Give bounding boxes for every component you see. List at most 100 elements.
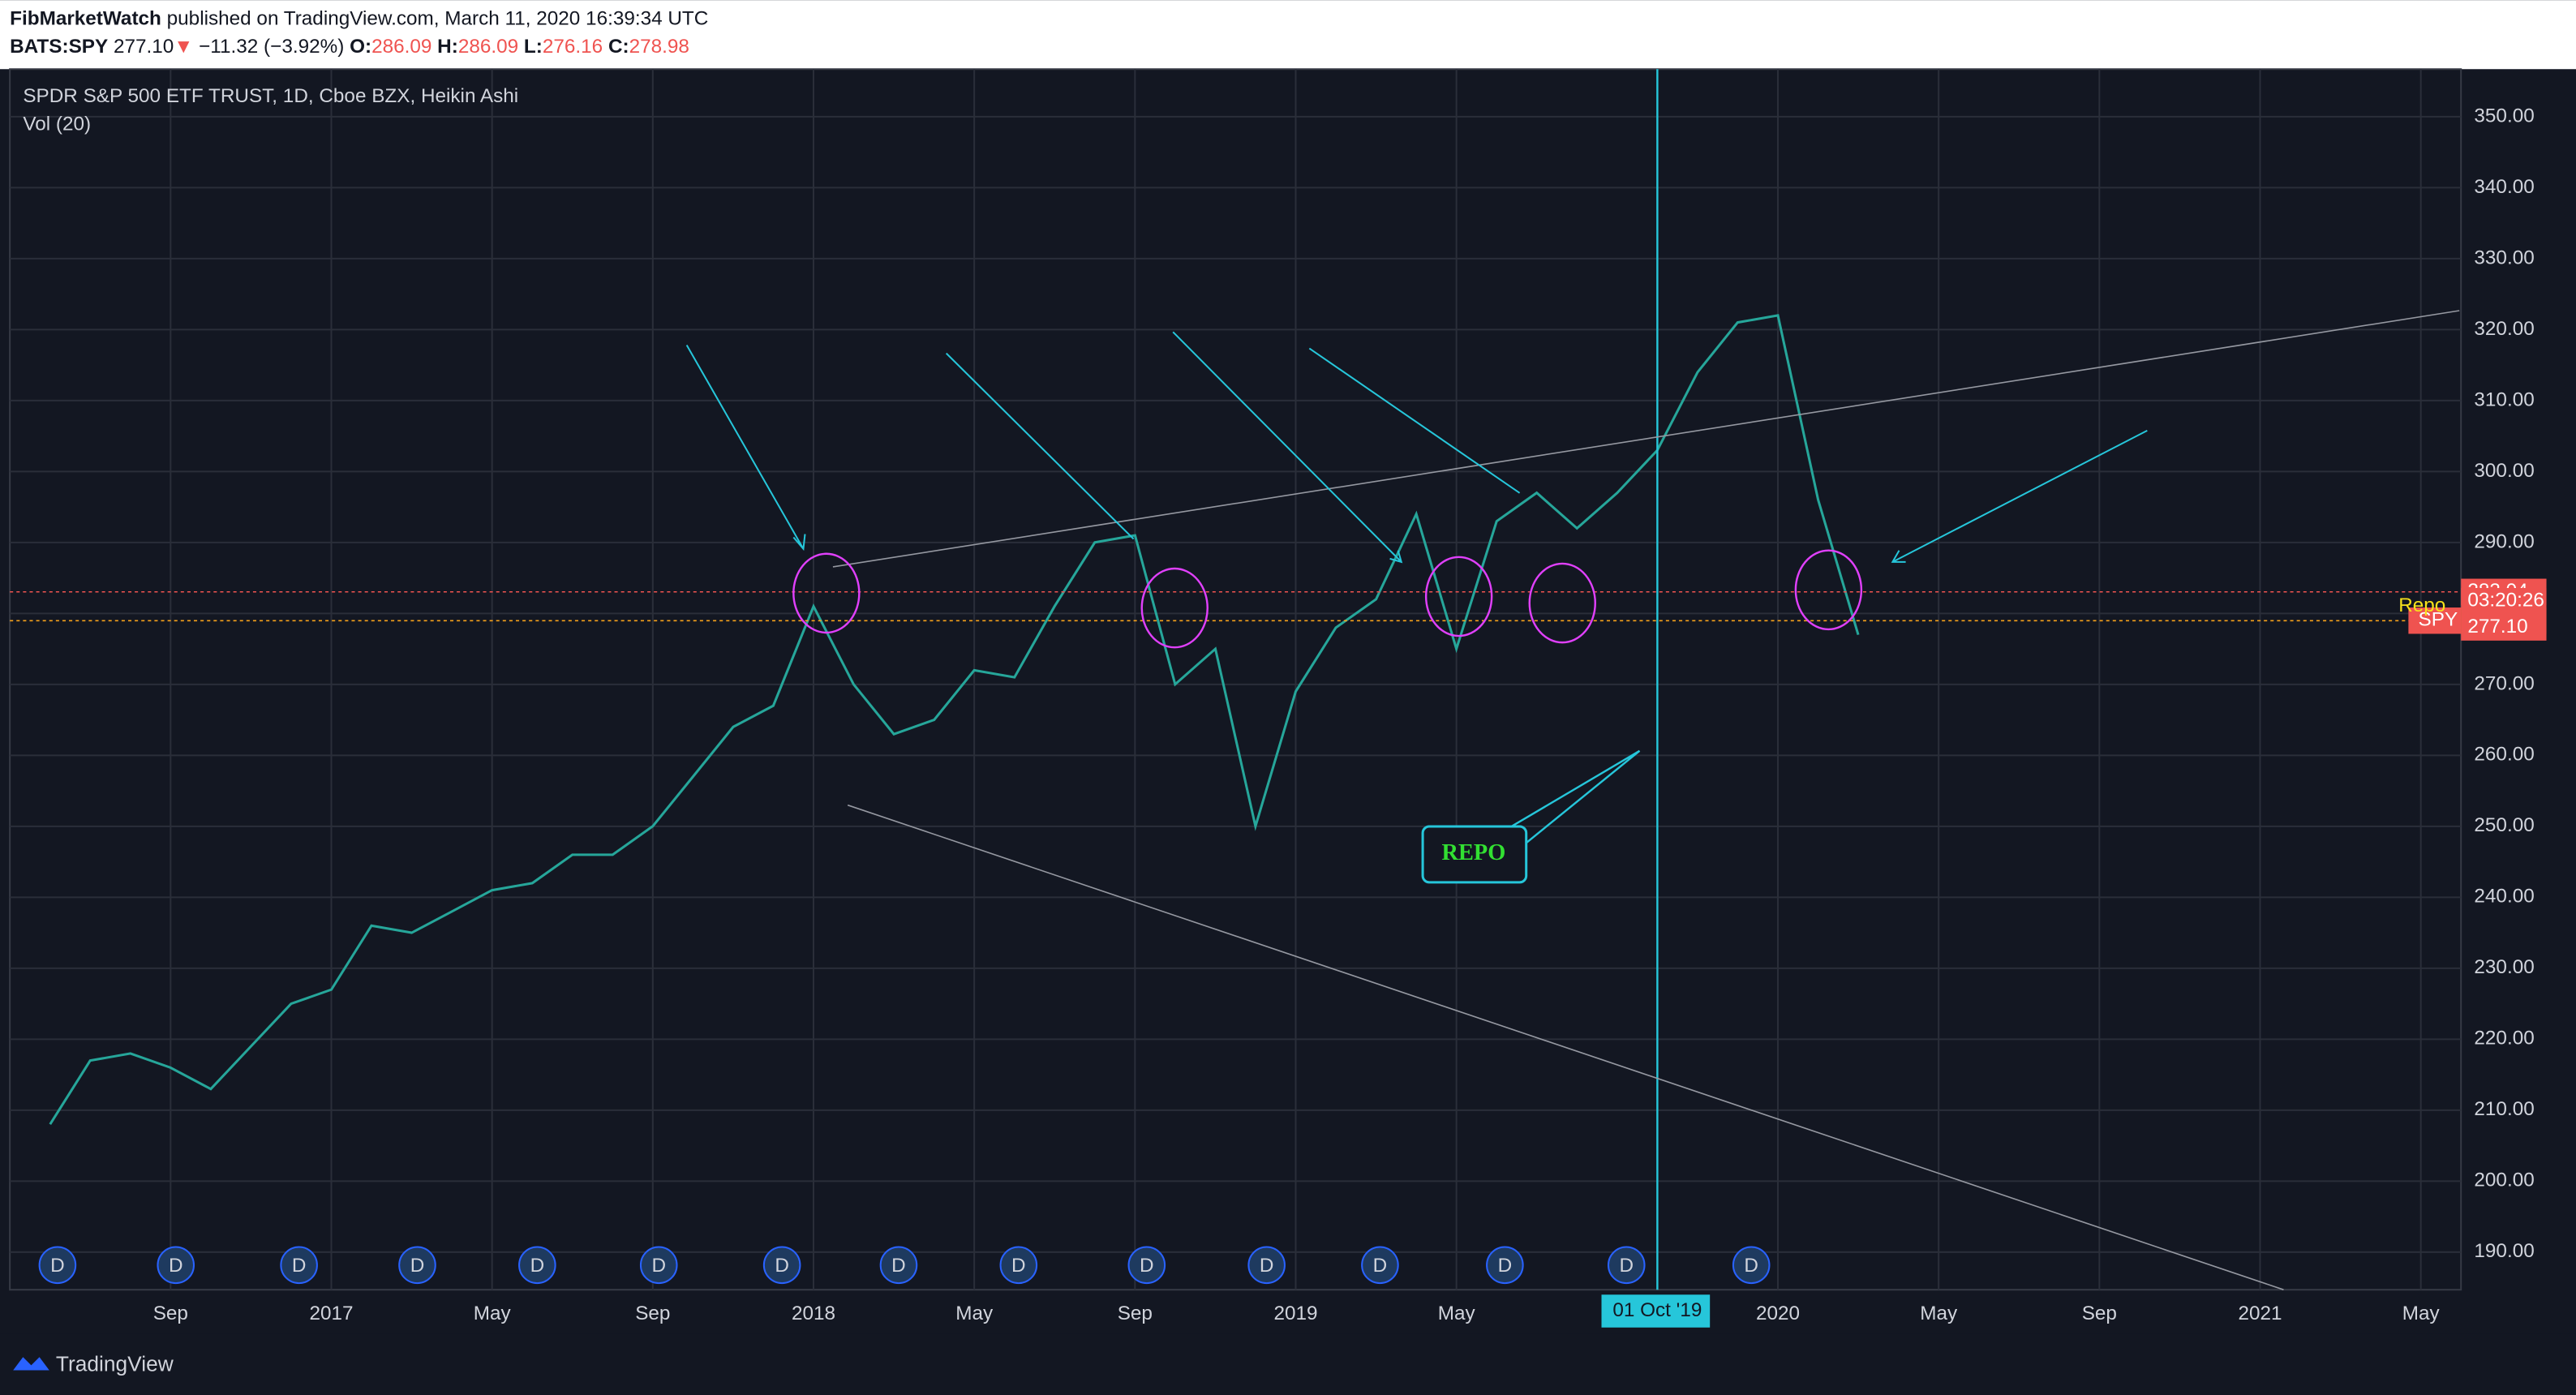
open: 286.09 xyxy=(371,36,431,58)
dividend-marker xyxy=(879,1246,918,1285)
dividend-marker xyxy=(280,1246,318,1285)
x-tick-label: 2020 xyxy=(1756,1303,1800,1324)
dividend-marker xyxy=(1486,1246,1524,1285)
y-tick-label: 290.00 xyxy=(2474,530,2534,552)
y-tick-label: 230.00 xyxy=(2474,956,2534,978)
x-tick-label: May xyxy=(1438,1303,1476,1324)
l: L: xyxy=(524,36,543,58)
ohlc-line: BATS:SPY 277.10▼ −11.32 (−3.92%) O:286.0… xyxy=(10,36,689,58)
dividend-label: D xyxy=(1373,1255,1388,1277)
circle xyxy=(1424,556,1493,637)
change: −11.32 (−3.92%) xyxy=(199,36,344,58)
x-tick-label: Sep xyxy=(1118,1303,1153,1324)
header-bar xyxy=(0,0,2576,70)
circle xyxy=(1794,549,1863,631)
close: 278.98 xyxy=(629,36,689,58)
y-tick-label: 310.00 xyxy=(2474,388,2534,410)
dividend-marker xyxy=(1247,1246,1286,1285)
x-tick-label: May xyxy=(474,1303,512,1324)
trendline xyxy=(847,804,2284,1290)
dividend-marker xyxy=(398,1246,436,1285)
countdown-tag xyxy=(2461,588,2547,641)
dividend-marker xyxy=(38,1246,77,1285)
callout-box xyxy=(1421,825,1528,884)
arrow xyxy=(1891,429,2148,563)
x-tick-label: Sep xyxy=(153,1303,188,1324)
y-tick-label: 300.00 xyxy=(2474,460,2534,482)
y-tick-label: 340.00 xyxy=(2474,176,2534,198)
dividend-label: D xyxy=(1011,1255,1026,1277)
y-tick-label: 270.00 xyxy=(2474,672,2534,694)
x-tick-label: Sep xyxy=(635,1303,670,1324)
legend-volume: Vol (20) xyxy=(23,114,91,135)
x-tick-label: May xyxy=(1920,1303,1958,1324)
dividend-label: D xyxy=(1260,1255,1274,1277)
footer-brand: TradingView xyxy=(56,1351,174,1376)
dividend-label: D xyxy=(50,1255,65,1277)
dividend-label: D xyxy=(1140,1255,1154,1277)
symbol-tag-text: SPY xyxy=(2419,609,2458,631)
dividend-marker xyxy=(639,1246,678,1285)
footer-bar xyxy=(0,1333,2576,1395)
dividend-label: D xyxy=(1498,1255,1513,1277)
x-tick-label: 2021 xyxy=(2238,1303,2282,1324)
y-tick-label: 320.00 xyxy=(2474,318,2534,340)
high: 286.09 xyxy=(458,36,518,58)
y-tick-label: 330.00 xyxy=(2474,247,2534,268)
last-price: 277.10 xyxy=(2467,616,2527,637)
arrow xyxy=(945,352,1135,540)
dividend-marker xyxy=(762,1246,801,1285)
dividend-label: D xyxy=(169,1255,183,1277)
x-tick-label: 2017 xyxy=(309,1303,353,1324)
last: 277.10 xyxy=(114,36,174,58)
publisher[interactable]: FibMarketWatch xyxy=(10,8,161,30)
legend-title: SPDR S&P 500 ETF TRUST, 1D, Cboe BZX, He… xyxy=(23,85,518,107)
x-tick-label: 2018 xyxy=(792,1303,835,1324)
dividend-label: D xyxy=(1619,1255,1634,1277)
dividend-marker xyxy=(1607,1246,1646,1285)
callout-text: REPO xyxy=(1442,840,1506,865)
published: published on TradingView.com, March 11, … xyxy=(167,8,709,30)
y-tick-label: 350.00 xyxy=(2474,105,2534,127)
x-tick-label: 2019 xyxy=(1273,1303,1317,1324)
arrow xyxy=(1172,331,1403,564)
header-line: FibMarketWatch published on TradingView.… xyxy=(10,8,708,30)
circle xyxy=(792,552,861,634)
arrow xyxy=(1308,347,1521,494)
drawings: REPO xyxy=(685,310,2460,1290)
dividend-label: D xyxy=(1744,1255,1758,1277)
dividend-marker xyxy=(1732,1246,1771,1285)
dividend-label: D xyxy=(530,1255,545,1277)
repo-date-tag xyxy=(1601,1294,1711,1328)
arrow: ▼ xyxy=(174,36,193,58)
dividend-marker xyxy=(1361,1246,1399,1285)
y-tick-label: 250.00 xyxy=(2474,814,2534,836)
x-tick-label: May xyxy=(2402,1303,2441,1324)
repo-date: 01 Oct '19 xyxy=(1612,1299,1702,1321)
y-tick-label: 200.00 xyxy=(2474,1170,2534,1191)
x-tick-label: May xyxy=(955,1303,994,1324)
symbol: BATS:SPY xyxy=(10,36,108,58)
logo xyxy=(13,1357,49,1371)
dividend-marker xyxy=(157,1246,195,1285)
arrow xyxy=(685,345,806,552)
y-tick-label: 190.00 xyxy=(2474,1240,2534,1262)
repo-name: Repo xyxy=(2398,594,2445,616)
dividend-label: D xyxy=(410,1255,425,1277)
trendline xyxy=(832,310,2460,568)
h: H: xyxy=(437,36,458,58)
y-tick-label: 210.00 xyxy=(2474,1098,2534,1120)
x-tick-label: Sep xyxy=(2082,1303,2117,1324)
dividend-label: D xyxy=(292,1255,307,1277)
y-tick-label: 240.00 xyxy=(2474,886,2534,908)
dividend-label: D xyxy=(651,1255,666,1277)
low: 276.16 xyxy=(543,36,603,58)
y-tick-label: 260.00 xyxy=(2474,744,2534,766)
plot-frame xyxy=(9,68,2462,1291)
countdown: 03:20:26 xyxy=(2467,590,2544,612)
circle xyxy=(1140,567,1209,649)
callout-pointer xyxy=(1510,749,1641,844)
dividend-marker xyxy=(1127,1246,1166,1285)
price-line xyxy=(49,314,1860,1126)
